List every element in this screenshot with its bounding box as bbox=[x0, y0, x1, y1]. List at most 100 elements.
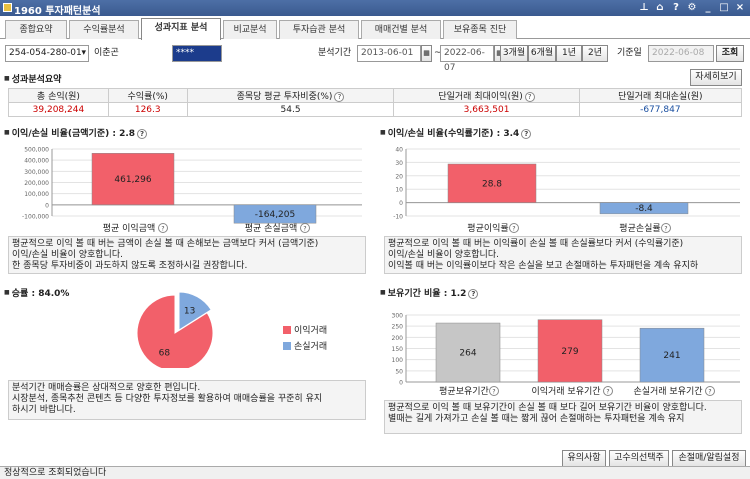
y-tick-label: 200 bbox=[392, 335, 404, 342]
pie-slice bbox=[136, 294, 214, 368]
chart1-bar-chart: 500,000 400,000 300,000 200,000 100,000 0 -100… bbox=[22, 147, 362, 234]
help-icon-glyph: ? bbox=[708, 389, 711, 396]
base-date-input[interactable]: 2022-06-08 bbox=[648, 45, 714, 62]
summary-table: 총 손익(원) 수익률(%) 종목당 평균 투자비중(%)? 단일거래 최대이익… bbox=[8, 88, 743, 117]
end-date-input[interactable]: 2022-06-07 bbox=[440, 45, 494, 73]
summary-title: 성과분석요약 bbox=[4, 72, 62, 85]
data-label: 68 bbox=[159, 348, 171, 358]
link-icon[interactable]: ⌂ bbox=[656, 2, 664, 13]
help-icon[interactable]: ? bbox=[334, 91, 345, 102]
chart4-bar-chart: 300 250 200 150 100 50 0 264 평균보유기간 ? 279 이익거래 보유기간… bbox=[392, 313, 740, 397]
value-avg-weight: 54.5 bbox=[186, 102, 395, 117]
x-tick-label: 평균 손실금액 bbox=[245, 222, 298, 234]
y-tick-label: 200,000 bbox=[24, 180, 49, 187]
x-tick-label: 평균손실률 bbox=[619, 223, 660, 234]
range-2y-button[interactable]: 2년 bbox=[582, 45, 608, 62]
password-field[interactable]: **** bbox=[172, 45, 222, 62]
y-tick-label: 0 bbox=[399, 380, 403, 387]
pin-icon[interactable]: ⊥ bbox=[639, 2, 649, 13]
data-label: 241 bbox=[663, 351, 680, 361]
y-tick-label: 150 bbox=[392, 346, 404, 353]
close-icon[interactable]: × bbox=[735, 2, 745, 13]
chart1-title: 이익/손실 비율(금액기준) : 2.8? bbox=[4, 126, 148, 139]
tab-holdings[interactable]: 보유종목 진단 bbox=[443, 20, 517, 39]
help-icon[interactable] bbox=[603, 386, 613, 396]
y-tick-label: 20 bbox=[395, 173, 403, 180]
help-icon[interactable]: ? bbox=[521, 128, 532, 139]
help-icon-glyph: ? bbox=[161, 226, 164, 233]
bar bbox=[233, 204, 317, 224]
data-label: -164,205 bbox=[255, 210, 295, 220]
help-icon[interactable]: ? bbox=[468, 288, 479, 299]
y-tick-label: 250 bbox=[392, 324, 404, 331]
status-text: 정상적으로 조회되었습니다 bbox=[4, 468, 107, 478]
calendar-icon[interactable]: ▦ bbox=[421, 45, 432, 62]
data-label: 279 bbox=[561, 347, 578, 357]
bar bbox=[435, 322, 501, 383]
y-tick-label: 40 bbox=[395, 147, 403, 154]
chart2-bar-chart: 40 30 20 10 0 -10 28.8 평균이익률 ? -8.4 평균손실률? bbox=[393, 147, 740, 234]
help-icon[interactable] bbox=[661, 223, 671, 233]
range-1y-button[interactable]: 1년 bbox=[556, 45, 582, 62]
x-tick-label: 평균 이익금액 bbox=[103, 222, 156, 234]
y-tick-label: 400,000 bbox=[24, 158, 49, 165]
bar bbox=[447, 163, 537, 203]
tab-compare[interactable]: 비교분석 bbox=[223, 20, 277, 39]
data-label: 28.8 bbox=[482, 179, 502, 189]
legend-label: 손실거래 bbox=[294, 341, 327, 352]
header-avg-weight: 종목당 평균 투자비중(%)? bbox=[186, 88, 395, 103]
y-tick-label: 100,000 bbox=[24, 191, 49, 198]
help-icon[interactable] bbox=[509, 223, 519, 233]
maximize-icon[interactable]: □ bbox=[719, 2, 729, 13]
period-label: 분석기간 bbox=[318, 48, 352, 58]
expert-pick-button[interactable]: 고수의선택주 bbox=[609, 450, 669, 467]
app-icon bbox=[3, 3, 12, 12]
y-tick-label: 100 bbox=[392, 357, 404, 364]
data-label: -8.4 bbox=[635, 204, 653, 214]
bar bbox=[537, 319, 603, 383]
range-6m-button[interactable]: 6개월 bbox=[528, 45, 556, 62]
notice-button[interactable]: 유의사항 bbox=[562, 450, 606, 467]
detail-button[interactable]: 자세히보기 bbox=[690, 69, 742, 86]
header-return: 수익률(%) bbox=[107, 88, 188, 103]
tab-trades[interactable]: 매매건별 분석 bbox=[361, 20, 441, 39]
tab-return[interactable]: 수익률분석 bbox=[69, 20, 139, 39]
start-date-input[interactable]: 2013-06-01 bbox=[357, 45, 421, 62]
y-tick-label: 10 bbox=[395, 187, 403, 194]
controls-row: 254-054-280-01 ▾ 이춘곤 **** 분석기간 2013-06-01… bbox=[0, 42, 750, 73]
help-icon[interactable]: ? bbox=[137, 128, 148, 139]
tab-habit[interactable]: 투자습관 분석 bbox=[279, 20, 359, 39]
stoploss-alert-button[interactable]: 손절매/알림설정 bbox=[672, 450, 746, 467]
y-tick-label: 300 bbox=[392, 313, 404, 320]
range-3m-button[interactable]: 3개월 bbox=[500, 45, 528, 62]
pie-slice bbox=[178, 292, 212, 331]
header-max-loss: 단일거래 최대손실(원) bbox=[578, 88, 743, 103]
data-label: 13 bbox=[184, 307, 195, 317]
y-tick-label: 500,000 bbox=[24, 147, 49, 154]
tab-summary[interactable]: 종합요약 bbox=[5, 20, 67, 39]
minimize-icon[interactable]: _ bbox=[705, 2, 711, 13]
header-total-pl: 총 손익(원) bbox=[8, 88, 109, 103]
y-tick-label: 0 bbox=[45, 202, 49, 209]
chart3-title: 승률 : 84.0% bbox=[4, 286, 70, 299]
account-select[interactable]: 254-054-280-01 ▾ bbox=[5, 45, 89, 62]
help-icon[interactable]: ? bbox=[524, 91, 535, 102]
help-icon[interactable] bbox=[489, 386, 499, 396]
help-icon[interactable]: ? bbox=[673, 2, 679, 13]
chart1-description: 평균적으로 이익 볼 때 버는 금액이 손실 볼 때 손해보는 금액보다 커서 … bbox=[8, 236, 366, 274]
y-tick-label: -100,000 bbox=[22, 214, 49, 221]
tab-performance[interactable]: 성과지표 분석 bbox=[141, 18, 221, 40]
chart2-description: 평균적으로 이익 볼 때 버는 이익률이 손실 볼 때 손실률보다 커서 (수익… bbox=[384, 236, 742, 274]
help-icon[interactable] bbox=[300, 223, 310, 233]
legend-swatch bbox=[283, 342, 291, 350]
bar bbox=[639, 327, 705, 383]
window-title: 1960 투자패턴분석 bbox=[14, 6, 101, 17]
help-icon[interactable] bbox=[705, 386, 715, 396]
search-button[interactable]: 조회 bbox=[716, 45, 744, 62]
data-label: 264 bbox=[459, 349, 476, 359]
help-icon[interactable] bbox=[158, 223, 168, 233]
account-name: 이춘곤 bbox=[94, 48, 119, 58]
settings-icon[interactable]: ⚙ bbox=[687, 2, 697, 13]
bar bbox=[599, 202, 689, 215]
y-tick-label: 30 bbox=[395, 160, 403, 167]
